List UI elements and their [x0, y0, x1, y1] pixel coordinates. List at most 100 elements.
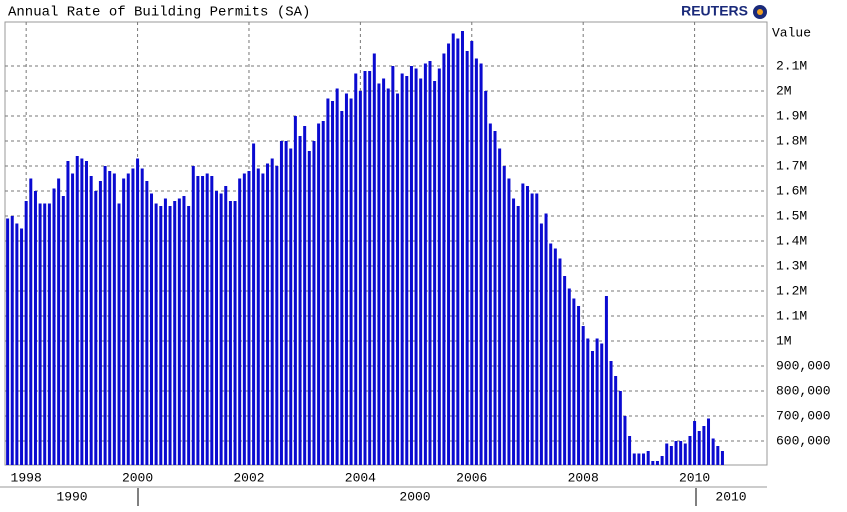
x-tick-label: 2002	[233, 470, 264, 485]
bar	[428, 61, 432, 465]
bar	[131, 168, 135, 465]
bar	[419, 78, 423, 465]
bar	[414, 68, 418, 465]
bar	[632, 453, 636, 465]
y-tick-label: 1.3M	[776, 258, 807, 273]
bar	[400, 73, 404, 465]
y-tick-label: 600,000	[776, 433, 831, 448]
bar	[363, 71, 367, 465]
bar	[252, 143, 256, 465]
bar	[94, 191, 98, 465]
bar	[331, 101, 335, 465]
bar	[293, 116, 297, 465]
bar	[173, 201, 177, 465]
y-tick-label: 900,000	[776, 358, 831, 373]
bar	[470, 41, 474, 465]
bar	[558, 258, 562, 465]
bar	[177, 198, 181, 465]
bar	[479, 63, 483, 465]
bar	[159, 206, 163, 465]
bar	[210, 176, 214, 465]
bar	[549, 243, 553, 465]
x-tick-label: 2008	[568, 470, 599, 485]
y-tick-label: 1.7M	[776, 158, 807, 173]
bar	[720, 451, 724, 465]
plot-frame	[4, 21, 768, 466]
bar	[298, 136, 302, 465]
bar	[24, 201, 28, 465]
bar	[84, 161, 88, 465]
bar	[149, 193, 153, 465]
x-tick-label: 2000	[122, 470, 153, 485]
decade-label: 1990	[56, 489, 87, 504]
bar	[637, 453, 641, 465]
bar	[233, 201, 237, 465]
bar	[493, 131, 497, 465]
bar	[693, 421, 697, 465]
bar	[103, 166, 107, 465]
bar	[507, 178, 511, 465]
bar	[679, 441, 683, 465]
bar	[201, 176, 205, 465]
bar	[238, 178, 242, 465]
bar	[646, 451, 650, 465]
bar	[38, 203, 42, 465]
bar	[409, 66, 413, 465]
bar	[447, 43, 451, 465]
bar	[563, 276, 567, 465]
y-tick-label: 1.5M	[776, 208, 807, 223]
bar	[108, 171, 112, 465]
bar	[660, 456, 664, 465]
bar	[284, 141, 288, 465]
bar	[535, 193, 539, 465]
bar	[279, 141, 283, 465]
bar	[126, 173, 130, 465]
bar	[326, 98, 330, 465]
bar	[488, 123, 492, 465]
bar	[642, 453, 646, 465]
bar	[15, 223, 19, 465]
x-tick-label: 2004	[345, 470, 376, 485]
bar	[182, 196, 186, 465]
bar	[405, 76, 409, 465]
bar	[98, 181, 102, 465]
bar	[567, 288, 571, 465]
bar	[340, 111, 344, 465]
y-tick-label: 1.8M	[776, 133, 807, 148]
bar	[521, 183, 525, 465]
bar	[391, 66, 395, 465]
bar	[716, 446, 720, 465]
bar	[516, 206, 520, 465]
bar	[344, 93, 348, 465]
bar	[289, 148, 293, 465]
bar	[456, 38, 460, 465]
bar	[512, 198, 516, 465]
y-tick-label: 1.4M	[776, 233, 807, 248]
y-tick-label: 2M	[776, 83, 792, 98]
bar	[47, 203, 51, 465]
bar	[460, 31, 464, 465]
bar	[205, 173, 209, 465]
bar	[317, 123, 321, 465]
bar	[386, 88, 390, 465]
bar	[539, 223, 543, 465]
bar	[628, 436, 632, 465]
bar	[214, 191, 218, 465]
bar	[247, 171, 251, 465]
bar	[270, 158, 274, 465]
bar	[191, 166, 195, 465]
bar	[224, 186, 228, 465]
bar	[553, 248, 557, 465]
bar	[112, 173, 116, 465]
bar	[321, 121, 325, 465]
bar	[665, 443, 669, 465]
bar	[80, 158, 84, 465]
bar	[623, 416, 627, 465]
bar	[530, 193, 534, 465]
chart-title: Annual Rate of Building Permits (SA)	[8, 5, 310, 21]
bar	[577, 306, 581, 465]
y-tick-label: 1.1M	[776, 308, 807, 323]
x-tick-label: 1998	[11, 470, 42, 485]
bar	[707, 418, 711, 465]
bar	[437, 68, 441, 465]
